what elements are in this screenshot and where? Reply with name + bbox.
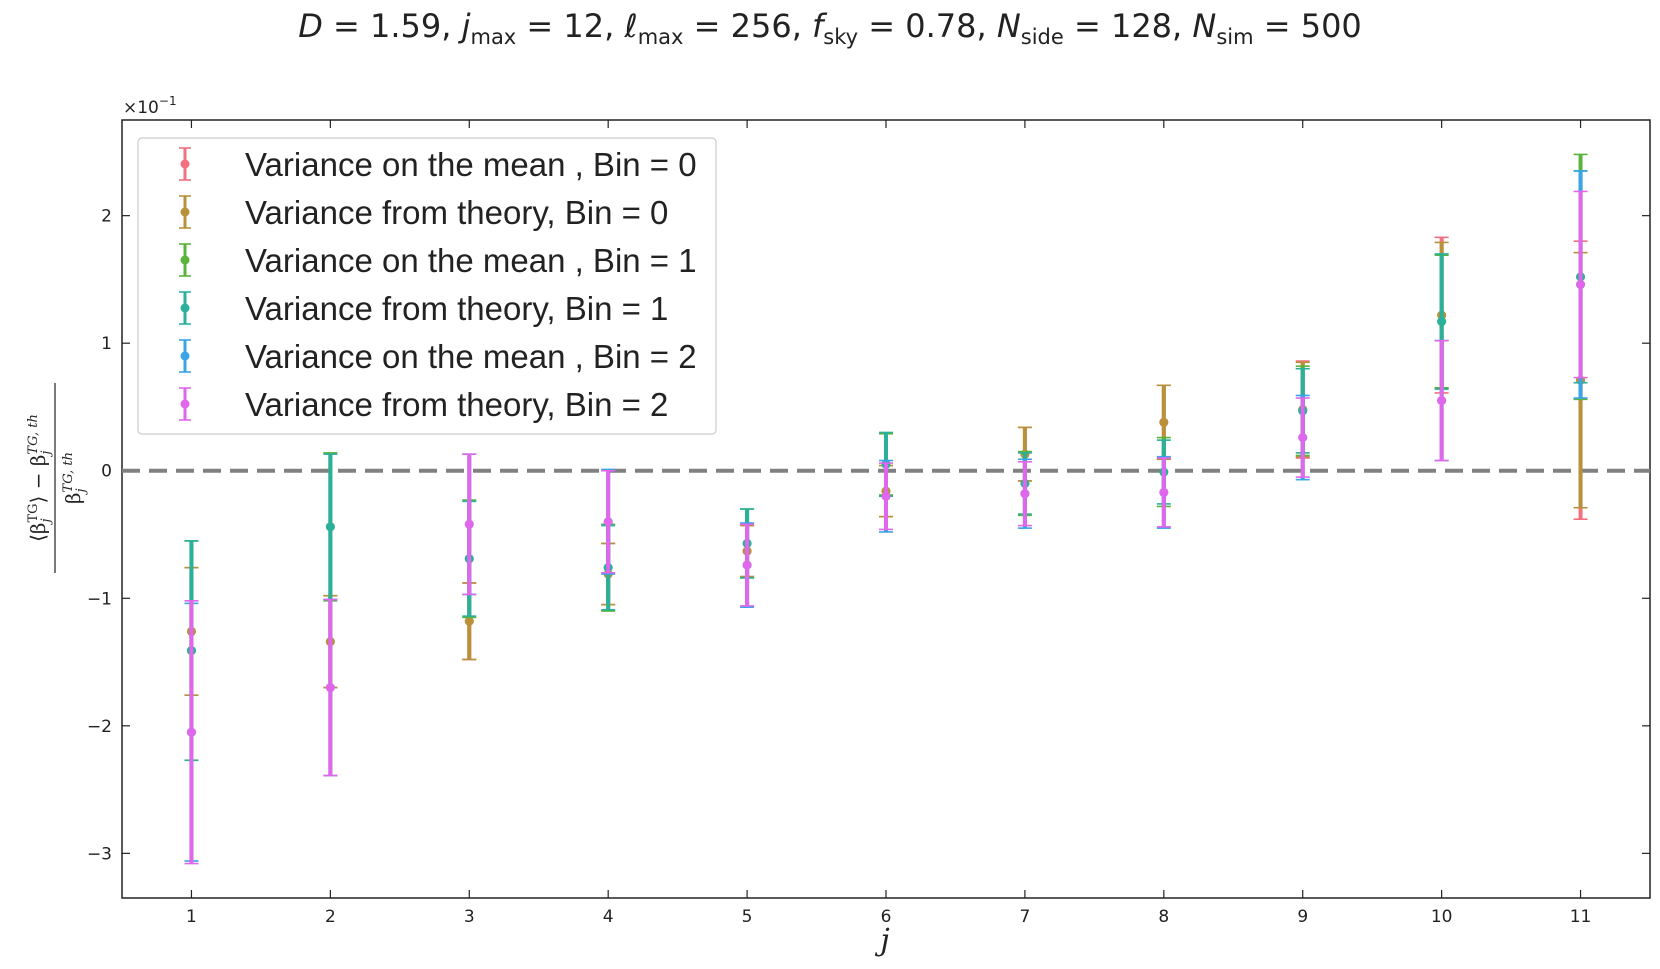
y-tick-label: 0: [101, 462, 112, 482]
data-point: [186, 727, 196, 737]
title-l-value: = 256,: [683, 7, 812, 45]
legend-marker: [180, 207, 190, 217]
title-j-sub: max: [470, 25, 516, 49]
title-N-sim-value: = 500: [1254, 7, 1362, 45]
y-num-j: j: [39, 519, 54, 526]
legend-marker: [180, 303, 190, 313]
data-point: [742, 560, 752, 570]
y-num-close: ⟩ − β: [26, 455, 50, 504]
data-point: [1020, 489, 1030, 499]
y-tick-label: 1: [101, 334, 112, 354]
x-tick-label: 3: [464, 907, 475, 927]
legend-label: Variance from theory, Bin = 0: [245, 194, 668, 231]
legend-label: Variance from theory, Bin = 1: [245, 290, 668, 327]
y-num-tg2: TG, th: [26, 414, 41, 454]
data-point: [325, 683, 335, 693]
title-N-side: N: [997, 7, 1021, 45]
y-tick-label: −3: [87, 844, 112, 864]
title-N-sim: N: [1192, 7, 1216, 45]
x-tick-label: 6: [881, 907, 892, 927]
legend-box: [137, 137, 717, 435]
y-label-numerator: ⟨βjTG⟩ − βjTG, th: [26, 414, 54, 542]
x-tick-label: 11: [1570, 907, 1592, 927]
x-axis-label: j: [874, 923, 889, 958]
legend-marker: [180, 351, 190, 361]
y-num-j2: j: [39, 451, 54, 458]
data-point: [1437, 396, 1447, 406]
y-offset-base: ×10: [123, 98, 159, 118]
legend-marker: [180, 399, 190, 409]
y-tick-label: −1: [87, 589, 112, 609]
title-j-value: = 12,: [516, 7, 624, 45]
data-point: [603, 517, 613, 527]
x-tick-label: 2: [325, 907, 336, 927]
legend: Variance on the mean , Bin = 0 Variance f…: [137, 137, 717, 435]
data-point: [1159, 487, 1169, 497]
y-offset-exponent: −1: [159, 94, 177, 108]
title-N-sim-sub: sim: [1216, 25, 1253, 49]
data-point: [464, 519, 474, 529]
y-axis-label: ⟨βjTG⟩ − βjTG, th βjTG, th: [26, 383, 89, 573]
y-label-denominator: βjTG, th: [61, 452, 89, 504]
y-tick-label: 2: [101, 207, 112, 227]
data-point: [1159, 417, 1169, 427]
title-N-side-value: = 128,: [1064, 7, 1193, 45]
y-den-beta: β: [61, 492, 85, 504]
title-l: ℓ: [623, 7, 637, 45]
y-num-open: ⟨β: [26, 523, 50, 542]
legend-label: Variance on the mean , Bin = 2: [245, 338, 697, 375]
x-tick-label: 7: [1019, 907, 1030, 927]
legend-label: Variance from theory, Bin = 2: [245, 386, 668, 423]
x-tick-label: 5: [742, 907, 753, 927]
x-tick-label: 10: [1431, 907, 1453, 927]
title-j: j: [458, 7, 471, 45]
y-tick-label: −2: [87, 717, 112, 737]
data-point: [1298, 433, 1308, 443]
chart-title: D = 1.59, jmax = 12, ℓmax = 256, fsky = …: [298, 7, 1362, 49]
y-offset-label: ×10−1: [123, 94, 177, 118]
y-num-tg: TG: [26, 503, 41, 522]
title-N-side-sub: side: [1021, 25, 1064, 49]
x-tick-label: 9: [1297, 907, 1308, 927]
x-tick-label: 1: [186, 907, 197, 927]
data-point: [464, 616, 474, 626]
title-f-value: = 0.78,: [858, 7, 997, 45]
data-point: [1576, 280, 1586, 290]
y-den-j: j: [74, 488, 89, 495]
title-D-value: = 1.59,: [323, 7, 462, 45]
data-point: [881, 491, 891, 501]
y-den-tg: TG, th: [61, 452, 76, 492]
legend-label: Variance on the mean , Bin = 0: [245, 146, 697, 183]
legend-marker: [180, 159, 190, 169]
title-D: D: [298, 7, 323, 45]
data-point: [325, 522, 335, 532]
title-f-sub: sky: [823, 25, 858, 49]
x-tick-label: 4: [603, 907, 614, 927]
legend-marker: [180, 255, 190, 265]
legend-label: Variance on the mean , Bin = 1: [245, 242, 697, 279]
x-tick-label: 8: [1158, 907, 1169, 927]
plot-area: −3 −2 −1 0 1 2 1 2 3 4 5 6 7 8 9 10 11: [87, 119, 1651, 927]
data-point: [1437, 317, 1447, 327]
title-l-sub: max: [638, 25, 684, 49]
